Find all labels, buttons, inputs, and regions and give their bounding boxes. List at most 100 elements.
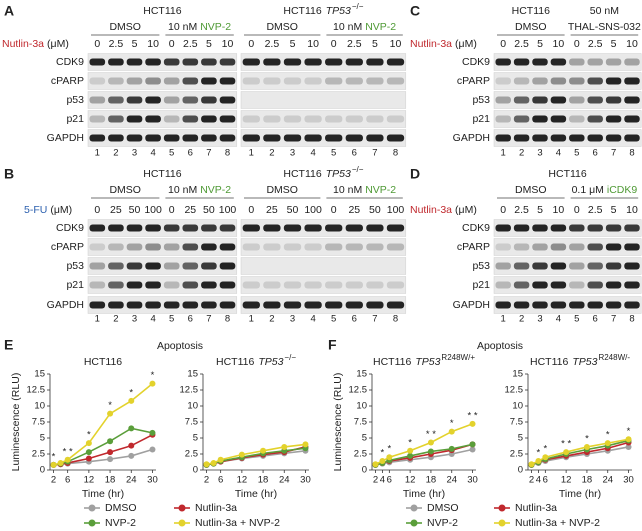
- band: [532, 58, 548, 66]
- protein-label: p21: [472, 113, 490, 125]
- x-tick-label: 30: [300, 475, 311, 486]
- x-tick-label: 4: [536, 475, 541, 486]
- band: [182, 77, 199, 85]
- text-part: NVP-2: [200, 21, 231, 33]
- x-tick-label: 30: [467, 475, 478, 486]
- band: [550, 58, 567, 66]
- band: [550, 224, 567, 232]
- cell-line: HCT116: [548, 168, 586, 180]
- dose: 10: [626, 204, 638, 216]
- data-point: [85, 449, 92, 456]
- band: [304, 224, 322, 232]
- band: [366, 134, 384, 142]
- x-axis-label: Time (hr): [559, 488, 601, 500]
- blot-strip: [87, 53, 238, 71]
- x-tick-label: 12: [561, 475, 572, 486]
- band: [182, 96, 199, 104]
- dose: 5: [611, 38, 617, 50]
- data-point: [210, 459, 217, 466]
- data-point: [149, 380, 156, 387]
- data-point: [128, 425, 135, 432]
- lane-number: 2: [269, 148, 274, 159]
- legend-swatch: [88, 519, 96, 527]
- band: [263, 243, 281, 251]
- x-tick-label: 18: [426, 475, 437, 486]
- data-point: [469, 420, 476, 427]
- dose: 100: [144, 204, 162, 216]
- significance: *: [543, 444, 547, 455]
- band: [263, 224, 281, 232]
- dose-label: Nutlin-3a (μM): [410, 38, 477, 50]
- protein-label: cPARP: [457, 75, 490, 87]
- band: [126, 224, 143, 232]
- text-part: Nutlin-3a: [410, 38, 452, 50]
- band: [108, 96, 124, 104]
- y-tick-label: 15: [356, 369, 367, 380]
- text-part: DMSO: [266, 21, 298, 33]
- text-part: (μM): [455, 38, 477, 50]
- text-part: −/−: [352, 165, 364, 174]
- data-point: [107, 410, 114, 417]
- lane-number: 7: [611, 148, 616, 159]
- dose: 25: [184, 204, 196, 216]
- x-tick-label: 18: [105, 475, 116, 486]
- data-point: [469, 446, 476, 453]
- band: [624, 58, 640, 66]
- band: [366, 115, 384, 123]
- band: [242, 77, 260, 85]
- data-point: [128, 397, 135, 404]
- dose: 2.5: [588, 204, 603, 216]
- graph-heading: Apoptosis: [157, 340, 203, 352]
- lane-number: 3: [290, 314, 295, 325]
- cell-line: HCT116 TP53−/−: [283, 165, 363, 180]
- treatment: 10 nM NVP-2: [333, 184, 396, 196]
- band: [283, 58, 302, 66]
- band: [366, 301, 384, 309]
- data-point: [85, 440, 92, 447]
- y-tick-label: 12.5: [349, 385, 368, 396]
- significance: * *: [63, 446, 73, 457]
- data-point: [50, 461, 57, 468]
- protein-label: p21: [66, 113, 84, 125]
- band: [145, 243, 161, 251]
- text-part: HCT116: [143, 168, 181, 180]
- band: [242, 115, 260, 123]
- lane-number: 1: [249, 148, 254, 159]
- band: [513, 281, 530, 289]
- band: [182, 115, 199, 123]
- band: [550, 96, 567, 104]
- band: [605, 115, 622, 123]
- blot-strip: [493, 110, 642, 128]
- x-tick-label: 30: [623, 475, 634, 486]
- data-point: [107, 456, 114, 463]
- dose-label: Nutlin-3a (μM): [410, 204, 477, 216]
- band: [304, 58, 322, 66]
- dose-label: Nutlin-3a (μM): [2, 38, 69, 50]
- x-tick-label: 24: [126, 475, 137, 486]
- band: [242, 301, 260, 309]
- lane-number: 3: [290, 148, 295, 159]
- dose: 2.5: [109, 38, 124, 50]
- band: [126, 243, 143, 251]
- significance: *: [387, 444, 391, 455]
- dose: 50: [203, 204, 215, 216]
- x-tick-label: 6: [218, 475, 223, 486]
- band: [569, 115, 585, 123]
- band: [624, 96, 640, 104]
- cell-line: HCT116: [143, 168, 181, 180]
- lane-number: 6: [188, 148, 193, 159]
- band: [495, 281, 511, 289]
- band: [495, 224, 511, 232]
- chart-title: HCT116: [84, 356, 122, 368]
- band: [345, 134, 363, 142]
- data-point: [379, 458, 386, 465]
- band: [242, 134, 260, 142]
- band: [325, 58, 343, 66]
- protein-label: p53: [66, 94, 84, 106]
- band: [219, 58, 236, 66]
- cell-line: HCT116 TP53−/−: [283, 2, 363, 17]
- band: [569, 262, 585, 270]
- y-tick-label: 7.5: [185, 417, 198, 428]
- text-part: DMSO: [515, 184, 547, 196]
- band: [201, 262, 217, 270]
